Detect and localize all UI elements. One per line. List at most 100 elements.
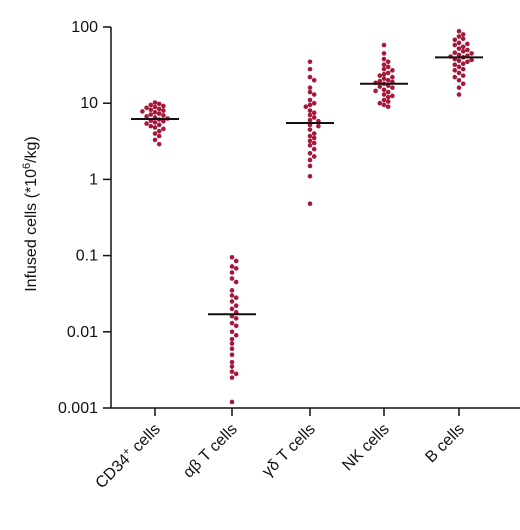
data-point (307, 74, 313, 80)
data-point (161, 126, 166, 132)
data-point (381, 76, 387, 81)
data-point (152, 137, 158, 143)
data-point (456, 77, 462, 83)
data-point (229, 320, 235, 326)
data-point (311, 92, 317, 97)
data-point (460, 73, 466, 78)
data-point (161, 113, 166, 118)
data-point (381, 51, 387, 56)
data-point (303, 104, 309, 109)
data-point (460, 61, 466, 66)
data-point (456, 28, 462, 34)
data-point (385, 104, 391, 109)
y-tick-label: 0.1 (76, 248, 98, 265)
data-point (307, 117, 313, 123)
y-ticks: 0.001 0.01 0.1 1 10 100 (58, 19, 111, 417)
data-point (460, 48, 466, 54)
data-point (311, 154, 317, 159)
data-point (381, 71, 387, 77)
data-point (456, 46, 462, 51)
data-points (140, 28, 474, 405)
data-point (456, 70, 462, 76)
data-point (307, 143, 313, 148)
data-point (156, 133, 162, 139)
data-point (229, 329, 235, 335)
data-point (140, 109, 145, 114)
data-point (229, 293, 235, 298)
data-point (452, 37, 458, 43)
data-point (152, 100, 158, 105)
data-point (161, 118, 166, 124)
data-point (144, 121, 149, 126)
data-point (229, 254, 235, 260)
data-point (381, 62, 387, 68)
data-point (307, 163, 313, 169)
data-point (307, 102, 313, 108)
data-point (156, 106, 162, 112)
data-point (311, 140, 317, 146)
x-tick-label: NK cells (339, 421, 393, 475)
y-tick-label: 0.01 (67, 324, 98, 341)
data-point (377, 84, 383, 89)
data-point (460, 44, 466, 50)
data-point (377, 73, 383, 78)
y-tick-label: 100 (71, 19, 98, 36)
data-point (311, 131, 317, 136)
data-point (148, 102, 154, 108)
data-point (452, 42, 458, 48)
data-point (307, 108, 313, 113)
data-point (390, 74, 395, 80)
data-point (452, 68, 458, 73)
data-point (307, 59, 313, 65)
data-point (233, 316, 239, 321)
data-point (456, 85, 462, 90)
data-point (307, 151, 313, 156)
data-point (456, 40, 462, 46)
data-point (465, 47, 470, 53)
x-ticks: CD34+ cells αβ T cells γδ T cells NK cells B… (93, 408, 468, 492)
data-point (316, 123, 321, 129)
data-point (381, 56, 387, 62)
data-point (229, 352, 235, 358)
y-tick-label: 1 (89, 171, 98, 188)
data-point (229, 270, 235, 275)
data-point (456, 64, 462, 70)
data-point (307, 85, 313, 90)
data-point (156, 128, 162, 134)
x-tick-label: γδ T cells (259, 421, 319, 481)
data-point (307, 201, 313, 206)
data-point (307, 89, 313, 95)
data-point (456, 52, 462, 58)
data-point (229, 276, 235, 281)
data-point (311, 110, 317, 116)
data-point (229, 399, 235, 405)
data-point (385, 59, 391, 65)
data-point (456, 34, 462, 39)
data-point (381, 92, 387, 97)
data-point (233, 323, 239, 329)
data-point (385, 77, 391, 83)
data-point (311, 100, 317, 106)
data-point (390, 85, 395, 90)
data-point (307, 127, 313, 132)
x-axis: CD34+ cells αβ T cells γδ T cells NK cells B… (93, 407, 520, 492)
data-point (229, 336, 235, 342)
data-point (156, 111, 162, 116)
data-point (311, 135, 317, 141)
data-point (229, 375, 235, 380)
y-tick-label: 0.001 (58, 400, 98, 417)
data-point (307, 173, 313, 179)
data-point (307, 138, 313, 144)
data-point (307, 133, 313, 139)
data-point (144, 105, 149, 111)
data-point (465, 41, 470, 47)
data-point (233, 303, 239, 309)
data-point (152, 104, 158, 110)
data-point (390, 93, 395, 99)
data-point (452, 62, 458, 68)
data-point (456, 58, 462, 64)
data-point (460, 66, 466, 72)
data-point (152, 120, 158, 125)
data-point (469, 57, 474, 63)
